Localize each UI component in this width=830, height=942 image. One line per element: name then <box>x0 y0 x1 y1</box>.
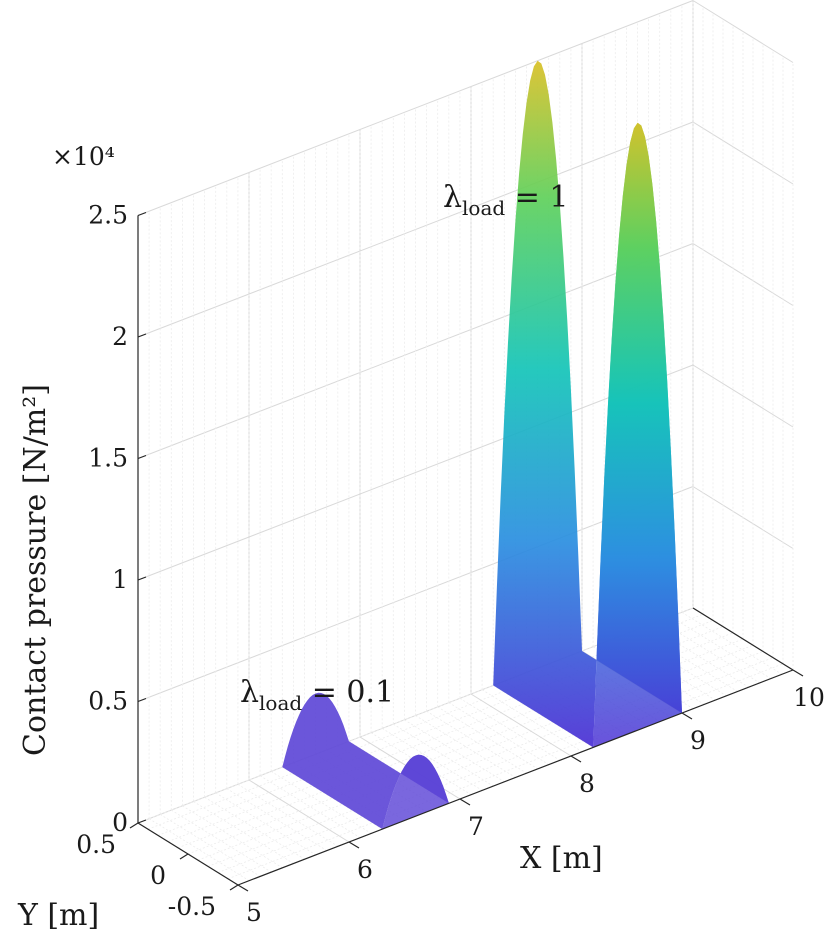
floor-minor-y <box>187 638 744 855</box>
z-tick-label-3: 1.5 <box>88 444 128 473</box>
y-tick-mark-2 <box>229 884 239 891</box>
surface-load-0-1-front <box>382 754 449 830</box>
floor-minor-y <box>227 663 784 880</box>
z-tick-mark-4 <box>137 333 147 338</box>
y-tick-label-1: 0 <box>150 861 166 890</box>
annotation-load-0-1-base: λ <box>240 675 259 710</box>
y-tick-mark-0 <box>129 822 139 829</box>
floor-minor-y <box>137 607 694 824</box>
floor-minor-x <box>171 809 272 873</box>
floor-minor-x <box>204 796 305 860</box>
z-tick-mark-5 <box>137 211 147 217</box>
floor-minor-x <box>226 788 328 851</box>
x-tick-label-1: 6 <box>357 855 373 884</box>
annotation-load-1-base: λ <box>443 180 462 215</box>
annotation-load-1: λload = 1 <box>443 180 568 220</box>
floor-minor-x <box>215 792 316 856</box>
axis-edge-0 <box>237 669 794 886</box>
annotation-load-0-1-sub: load <box>259 691 302 715</box>
x-tick-mark-2 <box>459 798 471 806</box>
z-exponent-label: ×10⁴ <box>52 142 115 171</box>
y-tick-label-0: 0.5 <box>76 830 116 859</box>
z-tick-mark-0 <box>137 819 147 824</box>
x-tick-label-5: 10 <box>793 683 825 712</box>
pressure-surfaces <box>282 60 682 830</box>
floor-minor-y <box>197 644 754 861</box>
floor-minor-y <box>157 620 714 836</box>
floor-minor-y <box>177 632 734 849</box>
z-tick-mark-2 <box>137 576 147 581</box>
x-tick-label-4: 9 <box>690 726 706 755</box>
x-tick-mark-5 <box>792 669 804 677</box>
floor-minor-y <box>217 657 774 873</box>
x-tick-mark-3 <box>570 755 582 763</box>
z-tick-label-4: 2 <box>112 322 128 351</box>
annotation-load-0-1: λload = 0.1 <box>240 675 394 715</box>
side-wall-zgrid-5 <box>692 0 794 63</box>
back-wall-zgrid-2 <box>137 364 694 581</box>
x-tick-mark-0 <box>237 884 249 892</box>
z-tick-label-1: 0.5 <box>88 687 128 716</box>
side-wall-zgrid-2 <box>692 364 794 428</box>
floor-minor-x <box>182 805 283 869</box>
floor-minor-y <box>207 651 764 867</box>
floor-minor-y <box>147 613 704 830</box>
annotation-load-1-rest: = 1 <box>505 180 568 215</box>
x-tick-label-3: 8 <box>579 769 595 798</box>
floor-minor-x <box>681 611 783 675</box>
z-axis-label: Contact pressure [N/m²] <box>18 384 53 756</box>
x-tick-label-2: 7 <box>468 812 484 841</box>
floor-xgrid-3 <box>470 693 572 757</box>
axis-edge-3 <box>692 607 794 671</box>
x-tick-label-0: 5 <box>246 898 262 927</box>
z-tick-label-0: 0 <box>112 808 128 837</box>
floor-minor-x <box>237 783 339 847</box>
annotation-load-1-sub: load <box>462 196 505 220</box>
floor-xgrid-1 <box>248 779 350 843</box>
x-axis-label: X [m] <box>520 841 603 876</box>
surface-load-1-front <box>593 122 682 748</box>
back-wall-zgrid-5 <box>137 0 694 216</box>
z-tick-mark-3 <box>137 454 147 460</box>
z-tick-label-2: 1 <box>112 565 128 594</box>
y-tick-mark-1 <box>179 853 189 860</box>
x-tick-mark-4 <box>681 712 693 720</box>
floor-minor-x <box>193 801 294 864</box>
z-tick-mark-1 <box>137 697 147 703</box>
x-tick-mark-1 <box>348 841 360 849</box>
annotation-load-0-1-rest: = 0.1 <box>302 675 394 710</box>
z-tick-label-5: 2.5 <box>88 201 128 230</box>
y-tick-label-2: -0.5 <box>168 892 216 921</box>
floor-minor-y <box>167 626 724 842</box>
y-axis-label: Y [m] <box>17 898 99 933</box>
surface-load-0-1-top <box>282 692 449 830</box>
